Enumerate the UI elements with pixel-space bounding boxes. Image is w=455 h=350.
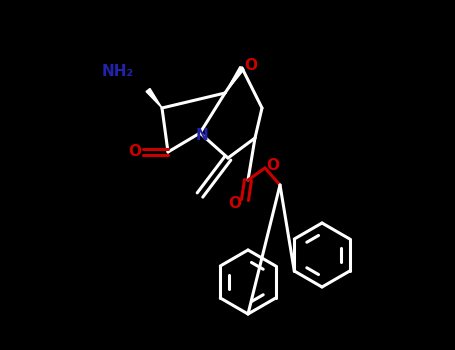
Polygon shape (146, 89, 162, 108)
Polygon shape (225, 66, 244, 93)
Text: O: O (128, 145, 141, 160)
Text: O: O (267, 159, 279, 174)
Text: O: O (244, 58, 257, 74)
Text: N: N (196, 127, 208, 142)
Text: O: O (228, 196, 242, 210)
Text: NH₂: NH₂ (102, 64, 134, 79)
